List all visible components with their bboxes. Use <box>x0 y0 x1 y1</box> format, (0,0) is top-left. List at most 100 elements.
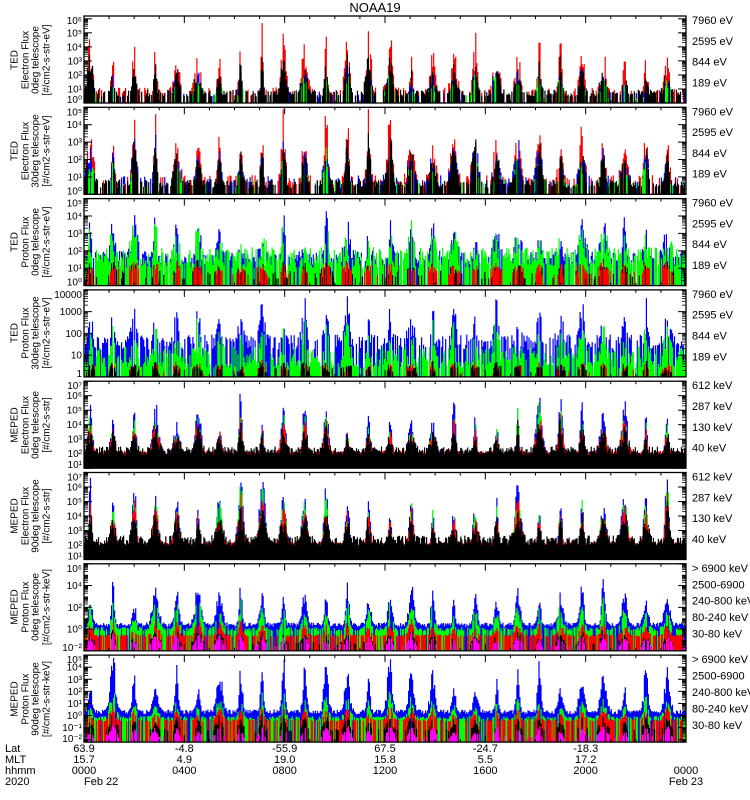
y-tick-label: 10 <box>71 351 83 362</box>
legend-entry: 7960 eV <box>692 15 734 27</box>
plot-area <box>84 23 686 103</box>
y-tick-label: 10¹ <box>68 84 83 95</box>
x-label-hhmm: 0000 <box>72 765 96 777</box>
x-label-date: Feb 23 <box>669 776 703 788</box>
legend-entry: 130 keV <box>692 422 733 434</box>
y-tick-label: 10⁵ <box>67 107 82 118</box>
x-label-mlt: 15.8 <box>374 754 395 766</box>
legend-entry: 189 eV <box>692 169 728 181</box>
panel-4: 10000 1000 100 10 1 7960 eV 2595 eV 844 eV 189 e… <box>54 289 733 380</box>
legend-entry: 7960 eV <box>692 289 734 301</box>
y-tick-label: 10⁵ <box>67 199 82 210</box>
x-label-hhmm: 1200 <box>373 765 397 777</box>
y-tick-label: 10000 <box>54 290 82 301</box>
y-tick-label: 10² <box>68 70 83 81</box>
x-label-hhmm: 1600 <box>473 765 497 777</box>
y-tick-label: 10¹ <box>68 172 83 183</box>
plot-area <box>84 109 686 195</box>
y-tick-label: 10⁶ <box>67 483 82 494</box>
y-tick-label: 100 <box>65 329 82 340</box>
legend-entry: 2500-6900 <box>692 671 745 683</box>
y-tick-label: 10⁶ <box>67 391 82 402</box>
x-label-hhmm: 0400 <box>172 765 196 777</box>
panel-3: 10⁵ 10⁴ 10³ 10² 10¹ 10⁰ 7960 eV 2595 eV 844 eV 18… <box>67 198 734 289</box>
series-612-kev-marks <box>84 501 686 560</box>
y-tick-label: 10⁰ <box>67 711 82 722</box>
y-tick-label: 10⁰ <box>67 95 82 106</box>
y-tick-label: 10⁻¹ <box>62 723 82 734</box>
legend-entry: 2595 eV <box>692 36 734 48</box>
y-tick-label: 10¹ <box>68 460 83 471</box>
y-tick-label: 10³ <box>68 229 83 240</box>
legend-entry: 80-240 keV <box>692 612 749 624</box>
x-label-lat: -24.7 <box>473 743 498 755</box>
figure-title: NOAA19 <box>349 0 400 15</box>
y-tick-label: 10⁻² <box>62 734 82 745</box>
y-tick-label: 1 <box>76 369 82 380</box>
legend-entry: 2595 eV <box>692 127 734 139</box>
legend-entry: 844 eV <box>692 330 728 342</box>
plot-area <box>84 579 686 651</box>
legend-entry: 2595 eV <box>692 310 734 322</box>
legend-entry: 40 keV <box>692 534 727 546</box>
y-tick-label: 10³ <box>68 526 83 537</box>
x-label-date: Feb 22 <box>84 776 118 788</box>
y-tick-label: 10³ <box>68 675 83 686</box>
x-label-lat: 67.5 <box>374 743 395 755</box>
y-tick-label: 10⁴ <box>67 663 82 674</box>
y-tick-label: 10² <box>68 541 83 552</box>
y-tick-label: 10² <box>68 449 83 460</box>
legend-entry: 240-800 keV <box>692 596 750 608</box>
y-tick-label: 10³ <box>68 435 83 446</box>
legend-entry: 130 keV <box>692 513 733 525</box>
legend-entry: 287 keV <box>692 492 733 504</box>
plot-area <box>84 657 686 743</box>
legend-entry: 2500-6900 <box>692 579 745 591</box>
y-tick-label: 10⁵ <box>67 28 82 39</box>
legend-entry: > 6900 keV <box>692 563 749 575</box>
panel-2: 10⁵ 10⁴ 10³ 10² 10¹ 10⁰ 7960 eV 2595 eV 844 eV 18… <box>67 106 734 197</box>
y-tick-label: 10² <box>68 155 83 166</box>
y-tick-label: 10⁴ <box>67 420 82 431</box>
series--6900-kev-marks <box>86 725 674 743</box>
panel-7: 10⁶ 10⁴ 10² 10⁰ 10⁻² > 6900 keV 2500-6900 240-8… <box>62 563 750 654</box>
y-tick-label: 10⁰ <box>67 278 82 289</box>
row-label-mlt: MLT <box>5 754 26 766</box>
plot-area <box>84 296 686 377</box>
y-tick-label: 10⁰ <box>67 625 82 636</box>
y-tick-label: 10⁴ <box>67 512 82 523</box>
series-7960-ev-marks <box>84 133 686 195</box>
legend-entry: 189 eV <box>692 77 728 89</box>
legend-entry: 80-240 keV <box>692 703 749 715</box>
y-tick-label: 10⁻² <box>62 643 82 654</box>
legend-entry: 2595 eV <box>692 218 734 230</box>
row-label-hhmm: hhmm <box>5 765 36 777</box>
y-tick-label: 10⁴ <box>67 42 82 53</box>
y-tick-label: 10⁴ <box>67 212 82 223</box>
y-tick-label: 10⁵ <box>67 497 82 508</box>
series-7960-ev-marks <box>85 361 673 377</box>
y-tick-label: 10⁶ <box>67 564 82 575</box>
x-label-hhmm: 2000 <box>573 765 597 777</box>
legend-entry: 612 keV <box>692 472 733 484</box>
legend-entry: 844 eV <box>692 57 728 69</box>
y-tick-label: 10² <box>68 603 83 614</box>
legend-entry: 844 eV <box>692 239 728 251</box>
x-label-lat: -55.9 <box>272 743 297 755</box>
x-label-hhmm: 0800 <box>272 765 296 777</box>
legend-entry: 30-80 keV <box>692 720 743 732</box>
y-tick-label: 10² <box>68 687 83 698</box>
legend-entry: 189 eV <box>692 260 728 272</box>
x-label-mlt: 17.2 <box>575 754 596 766</box>
y-tick-label: 10³ <box>68 56 83 67</box>
plot-area <box>84 477 686 560</box>
x-label-mlt: 5.5 <box>478 754 493 766</box>
legend-entry: > 6900 keV <box>692 654 749 666</box>
plot-area <box>84 211 686 286</box>
x-label-mlt: 19.0 <box>274 754 295 766</box>
x-label-mlt: 15.7 <box>73 754 94 766</box>
row-label-2020: 2020 <box>5 776 29 788</box>
